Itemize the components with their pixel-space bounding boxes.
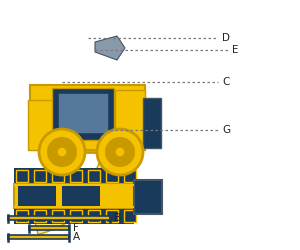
Text: F: F [73,223,79,233]
Bar [106,170,118,182]
Circle shape [115,147,125,157]
Text: C: C [222,77,230,87]
Circle shape [48,138,76,166]
Text: G: G [222,125,230,135]
Bar [124,170,136,182]
Circle shape [39,129,85,175]
Bar [106,210,118,222]
Bar [124,210,136,222]
Bar [28,100,54,150]
Bar [70,210,82,222]
Bar [14,168,134,184]
Circle shape [97,129,143,175]
Bar [134,180,162,214]
Circle shape [57,147,67,157]
Bar [14,184,134,186]
Bar [58,93,108,133]
Bar [8,216,110,220]
Bar [34,210,46,222]
Bar [88,170,100,182]
Bar [88,210,100,222]
Bar [34,170,46,182]
Bar [56,184,62,208]
Text: A: A [73,232,80,242]
Text: D: D [222,33,230,43]
Bar [14,208,134,224]
Bar [52,210,64,222]
Bar [14,206,134,208]
Bar [115,90,145,145]
Circle shape [106,138,134,166]
Bar [62,186,100,206]
Bar [30,85,145,150]
Bar [100,184,106,208]
Text: B: B [114,213,122,223]
Bar [8,235,69,239]
Polygon shape [95,36,125,60]
Text: E: E [232,45,238,55]
Bar [52,88,114,140]
Bar [70,170,82,182]
Bar [16,210,28,222]
Bar [16,170,28,182]
Bar [143,98,161,148]
Bar [52,170,64,182]
Bar [28,226,69,230]
Bar [14,184,134,208]
Polygon shape [34,131,123,234]
Bar [18,186,56,206]
